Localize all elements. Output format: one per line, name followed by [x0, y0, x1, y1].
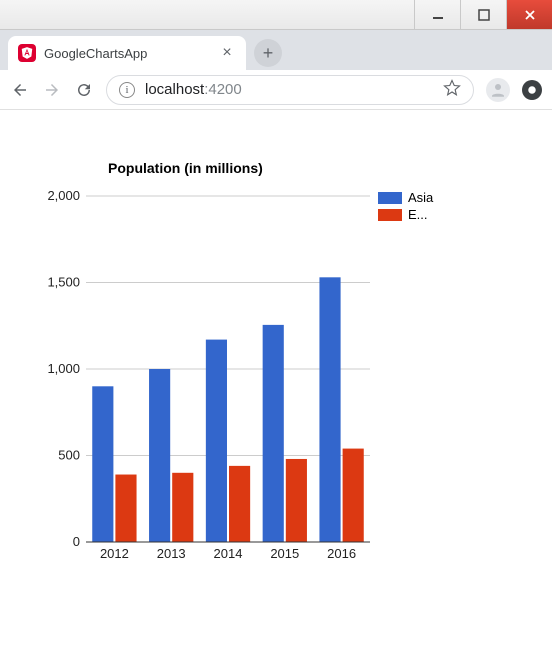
bar	[343, 449, 364, 542]
close-icon	[524, 9, 536, 21]
legend-item: Asia	[378, 190, 444, 205]
page-content: Population (in millions) 0 500 1,000 1,500 2…	[0, 110, 552, 586]
person-icon	[489, 81, 507, 99]
legend-item: E...	[378, 207, 444, 222]
y-tick-label: 1,500	[47, 275, 80, 290]
nav-back-button[interactable]	[10, 80, 30, 100]
maximize-icon	[478, 9, 490, 21]
y-tick-label: 2,000	[47, 188, 80, 203]
bookmark-button[interactable]	[443, 79, 461, 101]
window-maximize-button[interactable]	[460, 0, 506, 29]
bar	[115, 475, 136, 542]
window-minimize-button[interactable]	[414, 0, 460, 29]
tab-title: GoogleChartsApp	[44, 46, 210, 61]
bar	[229, 466, 250, 542]
minimize-icon	[432, 9, 444, 21]
y-tick-label: 0	[73, 534, 80, 549]
angular-favicon	[18, 44, 36, 62]
legend-label: Asia	[408, 190, 444, 205]
bar	[206, 340, 227, 542]
url-host: localhost	[145, 81, 204, 98]
legend-label: E...	[408, 207, 444, 222]
bar	[286, 459, 307, 542]
x-tick-label: 2016	[327, 546, 356, 561]
chart-title: Population (in millions)	[108, 160, 522, 176]
bar	[319, 277, 340, 542]
url-port: :4200	[204, 81, 242, 98]
new-tab-button[interactable]: +	[254, 39, 282, 67]
bar	[172, 473, 193, 542]
browser-toolbar: i localhost:4200	[0, 70, 552, 110]
window-titlebar	[0, 0, 552, 30]
browser-tab-active[interactable]: GoogleChartsApp ×	[8, 36, 246, 70]
bar	[149, 369, 170, 542]
legend-swatch	[378, 209, 402, 221]
window-close-button[interactable]	[506, 0, 552, 29]
y-tick-label: 1,000	[47, 361, 80, 376]
bar	[92, 386, 113, 542]
x-tick-label: 2015	[270, 546, 299, 561]
chart-legend: Asia E...	[378, 190, 444, 566]
legend-swatch	[378, 192, 402, 204]
y-tick-label: 500	[58, 448, 80, 463]
nav-forward-button[interactable]	[42, 80, 62, 100]
extension-button[interactable]	[522, 80, 542, 100]
x-tick-label: 2013	[157, 546, 186, 561]
arrow-left-icon	[11, 81, 29, 99]
address-bar[interactable]: i localhost:4200	[106, 75, 474, 105]
star-icon	[443, 79, 461, 97]
circle-icon	[527, 85, 537, 95]
url-text: localhost:4200	[145, 81, 242, 98]
bar	[263, 325, 284, 542]
reload-icon	[75, 81, 93, 99]
x-tick-label: 2012	[100, 546, 129, 561]
tab-close-button[interactable]: ×	[218, 44, 236, 62]
nav-reload-button[interactable]	[74, 80, 94, 100]
profile-avatar-button[interactable]	[486, 78, 510, 102]
x-tick-label: 2014	[214, 546, 243, 561]
arrow-right-icon	[43, 81, 61, 99]
population-bar-chart: 0 500 1,000 1,500 2,000 2012 2013 2014 2015 2016	[30, 186, 370, 566]
browser-tabstrip: GoogleChartsApp × +	[0, 30, 552, 70]
chart-container: 05001,0001,5002,00020122013201420152016 …	[30, 186, 522, 566]
site-info-icon[interactable]: i	[119, 82, 135, 98]
